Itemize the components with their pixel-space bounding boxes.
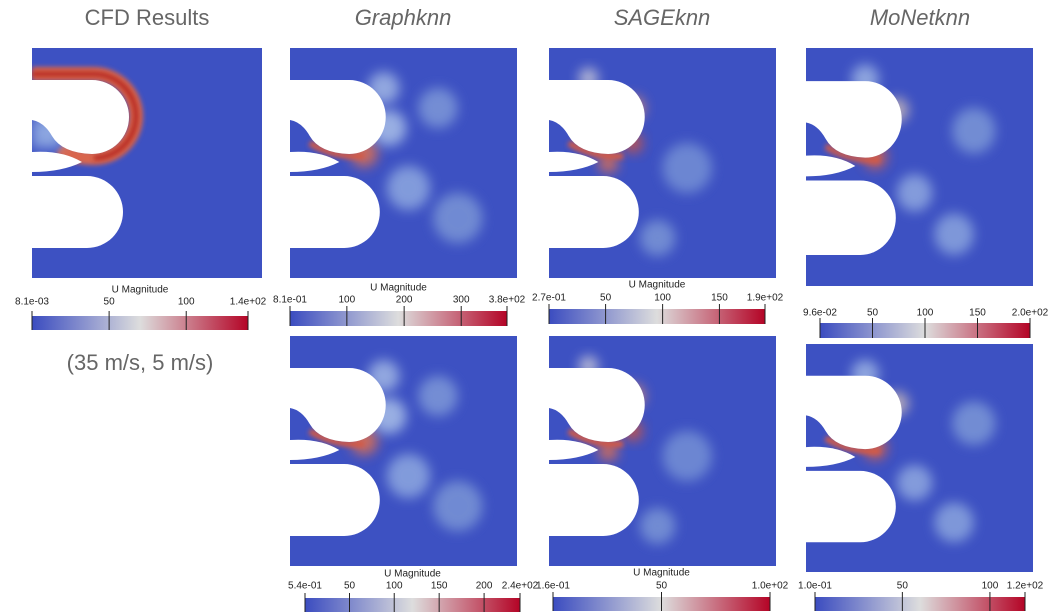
result-panel: U Magnitude 1.6e-01 50 1.0e+02 <box>536 336 789 611</box>
colorbar-tick-label: 100 <box>386 581 403 592</box>
field-blob <box>897 174 933 211</box>
column-title: MoNetknn <box>870 5 970 30</box>
field-blob <box>934 214 973 255</box>
field-blob <box>418 376 457 416</box>
result-panel: 9.6e-02 50 100 150 2.0e+02 <box>803 48 1048 338</box>
colorbar-tick-label: 1.9e+02 <box>747 293 784 304</box>
field-blob <box>433 481 482 531</box>
lower-obstacle <box>290 464 380 536</box>
field-layer <box>549 48 776 278</box>
colorbar-title: U Magnitude <box>112 285 169 296</box>
field-blob <box>640 508 676 544</box>
lower-obstacle <box>806 471 896 542</box>
colorbar <box>305 598 520 612</box>
lower-obstacle <box>549 176 639 248</box>
colorbar-tick-label: 1.0e-01 <box>798 581 832 592</box>
flow-field <box>290 336 517 566</box>
colorbar-tick-label: 200 <box>476 581 493 592</box>
colorbar-tick-label: 100 <box>654 293 671 304</box>
field-blob <box>952 108 995 154</box>
flow-field <box>549 336 776 566</box>
result-panel: U Magnitude 2.7e-01 50 100 150 1.9e+02 <box>532 48 784 324</box>
column-title: SAGEknn <box>614 5 711 30</box>
result-panel: U Magnitude 8.1e-01 100 200 300 3.8e+02 <box>273 48 526 326</box>
colorbar-tick-label: 150 <box>711 293 728 304</box>
colorbar-tick-label: 200 <box>396 295 413 306</box>
field-blob <box>663 143 712 193</box>
colorbar-tick-label: 50 <box>104 297 116 308</box>
colorbar-tick-label: 50 <box>344 581 356 592</box>
colorbar-tick-label: 3.8e+02 <box>489 295 526 306</box>
flow-field <box>806 344 1033 572</box>
result-panel: 1.0e-01 50 100 1.2e+02 <box>798 344 1044 611</box>
colorbar-tick-label: 50 <box>600 293 612 304</box>
lower-obstacle <box>32 176 123 248</box>
result-panel: U Magnitude 8.1e-03 50 100 1.4e+02 <box>15 48 267 330</box>
colorbar-tick-label: 150 <box>431 581 448 592</box>
colorbar-tick-label: 50 <box>867 308 879 319</box>
flow-field <box>290 48 517 278</box>
lower-obstacle <box>290 176 380 248</box>
colorbar <box>549 309 765 324</box>
colorbar-title: U Magnitude <box>633 568 690 579</box>
colorbar-tick-label: 100 <box>982 581 999 592</box>
flow-field <box>32 48 262 278</box>
colorbar-tick-label: 100 <box>339 295 356 306</box>
result-panel: U Magnitude 5.4e-01 50 100 150 200 2.4e+02 <box>288 336 539 612</box>
colorbar-tick-label: 2.0e+02 <box>1012 308 1048 319</box>
field-blob <box>952 401 995 445</box>
flow-field <box>806 48 1033 286</box>
lower-obstacle <box>549 464 639 536</box>
field-blob <box>663 431 712 481</box>
colorbar-tick-label: 1.6e-01 <box>536 581 570 592</box>
colorbar-tick-label: 100 <box>917 308 934 319</box>
field-blob <box>433 193 482 243</box>
colorbar-tick-label: 300 <box>453 295 470 306</box>
colorbar-title: U Magnitude <box>629 280 686 291</box>
colorbar-tick-label: 1.2e+02 <box>1007 581 1044 592</box>
field-blob <box>387 166 430 210</box>
column-title: CFD Results <box>85 5 210 30</box>
colorbar <box>815 597 1025 611</box>
field-blob <box>934 503 973 543</box>
colorbar-tick-label: 5.4e-01 <box>288 581 322 592</box>
field-layer <box>32 48 262 278</box>
field-layer <box>806 344 1033 572</box>
colorbar-tick-label: 150 <box>969 308 986 319</box>
figure: CFD Results Graphknn SAGEknn MoNetknn (3… <box>0 0 1048 615</box>
field-blob <box>387 454 430 498</box>
colorbar-tick-label: 50 <box>656 581 668 592</box>
lower-obstacle <box>806 180 896 255</box>
caption: (35 m/s, 5 m/s) <box>67 350 214 375</box>
field-blob <box>418 88 457 128</box>
field-blob <box>640 220 676 256</box>
colorbar-title: U Magnitude <box>370 283 427 294</box>
colorbar-tick-label: 9.6e-02 <box>803 308 837 319</box>
colorbar-tick-label: 1.0e+02 <box>752 581 789 592</box>
colorbar-title: U Magnitude <box>384 569 441 580</box>
colorbar-tick-label: 2.7e-01 <box>532 293 566 304</box>
field-layer <box>806 48 1033 286</box>
colorbar-tick-label: 8.1e-01 <box>273 295 307 306</box>
column-title: Graphknn <box>355 5 452 30</box>
colorbar <box>32 316 248 330</box>
field-layer <box>549 336 776 566</box>
colorbar-tick-label: 50 <box>897 581 909 592</box>
field-blob <box>897 465 933 501</box>
field-layer <box>290 336 517 566</box>
colorbar-tick-label: 2.4e+02 <box>502 581 539 592</box>
flow-field <box>549 48 776 278</box>
colorbar-tick-label: 100 <box>178 297 195 308</box>
field-layer <box>290 48 517 278</box>
colorbar-tick-label: 8.1e-03 <box>15 297 49 308</box>
colorbar <box>290 311 507 326</box>
colorbar-tick-label: 1.4e+02 <box>230 297 267 308</box>
